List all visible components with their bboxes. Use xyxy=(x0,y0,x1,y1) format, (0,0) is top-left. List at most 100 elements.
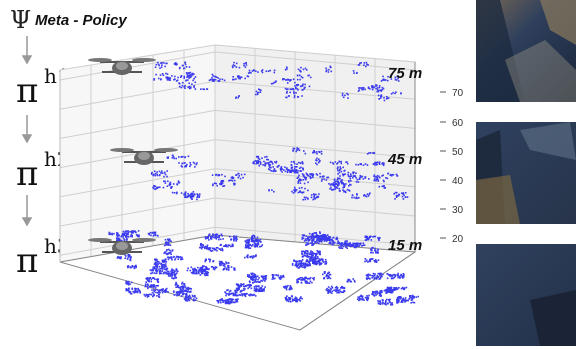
point xyxy=(296,166,298,168)
point xyxy=(358,245,360,247)
point xyxy=(218,234,221,237)
point xyxy=(127,289,129,292)
point xyxy=(377,259,380,261)
point xyxy=(392,91,394,94)
point xyxy=(164,268,166,271)
point xyxy=(208,268,210,270)
point xyxy=(178,181,181,184)
point xyxy=(366,278,368,281)
point xyxy=(330,288,332,291)
point xyxy=(338,182,340,184)
point xyxy=(119,257,121,260)
point xyxy=(288,288,291,291)
point xyxy=(342,189,344,191)
point xyxy=(355,244,358,247)
point xyxy=(215,235,217,237)
point xyxy=(244,295,247,298)
point xyxy=(339,289,341,291)
point xyxy=(156,289,159,291)
point xyxy=(164,180,166,183)
point xyxy=(295,171,297,174)
point xyxy=(379,277,382,279)
point xyxy=(313,149,315,152)
point xyxy=(187,267,189,270)
point xyxy=(221,235,223,237)
point xyxy=(153,79,155,81)
point xyxy=(330,66,332,69)
point xyxy=(305,196,307,199)
point xyxy=(297,182,299,184)
point xyxy=(203,88,205,91)
point xyxy=(189,162,191,164)
point xyxy=(251,272,254,275)
point xyxy=(292,147,295,150)
point xyxy=(358,87,360,89)
point xyxy=(181,289,184,292)
point xyxy=(371,275,374,277)
point xyxy=(167,258,170,261)
point xyxy=(350,173,352,175)
point xyxy=(390,78,393,80)
point xyxy=(335,288,338,291)
point xyxy=(294,188,296,191)
point xyxy=(237,76,239,78)
point xyxy=(350,280,353,283)
point xyxy=(146,277,148,279)
point xyxy=(393,273,395,276)
point xyxy=(247,275,249,277)
point xyxy=(300,70,302,73)
point xyxy=(364,176,367,178)
point xyxy=(233,294,236,296)
point xyxy=(381,299,384,301)
point xyxy=(318,161,320,164)
point xyxy=(248,280,251,282)
point xyxy=(353,72,355,74)
point xyxy=(251,237,254,240)
point xyxy=(311,241,313,244)
point xyxy=(296,265,299,268)
point xyxy=(280,275,282,277)
point xyxy=(368,237,370,240)
point xyxy=(202,270,204,273)
point xyxy=(274,81,277,83)
point xyxy=(230,266,233,268)
point xyxy=(157,284,159,287)
point xyxy=(359,295,361,298)
point xyxy=(180,165,183,167)
point xyxy=(379,290,382,292)
point xyxy=(221,173,223,176)
point xyxy=(247,243,249,245)
point xyxy=(341,244,344,247)
point xyxy=(370,247,373,249)
point xyxy=(156,259,158,261)
point xyxy=(364,88,366,91)
point xyxy=(299,182,302,184)
point xyxy=(318,250,320,253)
point xyxy=(399,276,401,279)
point xyxy=(171,258,173,261)
point xyxy=(225,268,228,271)
point xyxy=(201,271,203,273)
grid-line xyxy=(214,139,416,159)
point xyxy=(178,82,181,85)
point xyxy=(215,266,218,269)
point xyxy=(301,250,303,253)
point xyxy=(302,89,304,91)
point xyxy=(175,286,177,288)
point xyxy=(128,254,130,256)
point xyxy=(210,78,212,81)
point xyxy=(308,238,311,241)
point xyxy=(261,288,263,291)
point xyxy=(241,293,243,296)
point xyxy=(347,244,350,246)
point xyxy=(205,271,207,273)
point xyxy=(336,163,338,165)
point xyxy=(310,242,312,244)
point xyxy=(244,246,247,249)
point xyxy=(154,234,157,237)
point xyxy=(213,247,215,250)
point xyxy=(165,261,168,263)
point xyxy=(301,186,303,189)
point xyxy=(216,299,218,302)
point xyxy=(171,75,173,77)
